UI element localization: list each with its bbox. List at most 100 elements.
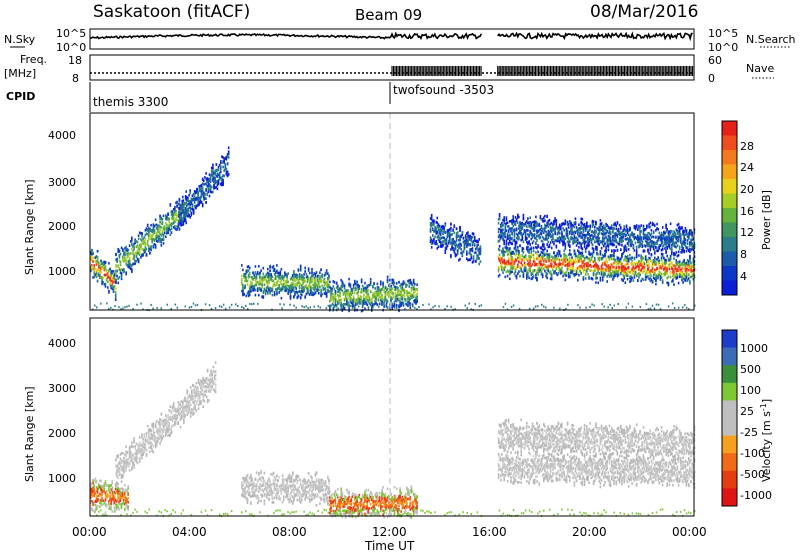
power-echo-cell (148, 231, 150, 234)
power-echo-cell (280, 289, 283, 292)
power-echo-cell (467, 258, 469, 262)
power-echo-cell (280, 287, 283, 290)
power-echo-cell (125, 248, 127, 252)
power-echo-cell (660, 258, 663, 262)
power-echo-cell (614, 271, 616, 275)
power-echo-cell (360, 287, 363, 291)
power-echo-cell (433, 221, 435, 224)
power-echo-cell (510, 230, 512, 233)
power-echo-cell (264, 274, 267, 278)
power-echo-cell (608, 269, 611, 272)
power-echo-cell (158, 224, 160, 227)
power-echo-cell (548, 265, 551, 268)
power-echo-cell (547, 259, 550, 263)
power-echo-cell (532, 275, 535, 278)
power-echo-cell (118, 254, 121, 257)
power-echo-cell (540, 250, 543, 254)
power-echo-cell (583, 268, 586, 271)
power-echo-cell (372, 294, 374, 298)
power-echo-cell (192, 192, 195, 196)
power-echo-cell (140, 232, 142, 235)
power-echo-cell (140, 242, 142, 246)
power-echo-cell (371, 299, 373, 302)
power-echo-cell (562, 270, 564, 273)
power-echo-cell (113, 280, 116, 284)
power-echo-cell (320, 275, 322, 278)
power-echo-cell (215, 169, 218, 173)
power-echo-cell (102, 262, 105, 266)
power-echo-cell (289, 291, 292, 295)
power-echo-cell (664, 273, 666, 277)
power-echo-cell (160, 244, 163, 247)
power-echo-cell (126, 256, 129, 259)
power-echo-cell (244, 279, 246, 282)
power-echo-cell (572, 266, 574, 270)
power-echo-cell (397, 291, 399, 295)
power-echo-cell (154, 218, 157, 222)
power-echo-cell (333, 281, 336, 284)
power-echo-cell (152, 229, 155, 233)
power-echo-cell (509, 239, 511, 243)
power-echo-cell (468, 243, 470, 246)
power-echo-cell (227, 156, 230, 159)
power-echo-cell (277, 271, 279, 275)
power-echo-cell (442, 226, 444, 230)
power-echo-cell (142, 237, 144, 241)
power-echo-cell (150, 245, 152, 248)
power-echo-cell (556, 232, 559, 235)
power-echo-cell (436, 242, 439, 246)
power-echo-cell (537, 266, 539, 270)
power-echo-cell (548, 271, 551, 274)
power-echo-cell (325, 292, 328, 295)
power-echo-cell (581, 262, 584, 265)
power-echo-cell (332, 292, 335, 296)
power-echo-cell (395, 304, 398, 308)
power-echo-cell (655, 257, 657, 261)
power-echo-cell (208, 179, 211, 183)
power-echo-cell (607, 269, 610, 273)
power-echo-cell (210, 169, 213, 172)
power-echo-cell (119, 252, 122, 256)
power-echo-cell (118, 249, 121, 252)
power-echo-cell (187, 211, 189, 215)
power-echo-cell (528, 223, 530, 226)
power-echo-cell (560, 269, 562, 272)
power-echo-cell (502, 267, 504, 270)
power-echo-cell (681, 271, 683, 275)
power-echo-cell (518, 256, 520, 260)
power-echo-cell (589, 259, 591, 263)
power-echo-cell (637, 264, 639, 268)
power-echo-cell (435, 220, 437, 224)
power-echo-cell (349, 298, 352, 301)
power-echo-cell (304, 296, 306, 299)
power-echo-cell (643, 268, 646, 272)
power-echo-cell (120, 277, 123, 281)
power-echo-cell (142, 239, 144, 243)
power-echo-cell (331, 292, 333, 296)
power-echo-cell (623, 267, 625, 271)
power-echo-cell (221, 161, 223, 165)
power-echo-cell (226, 162, 229, 165)
power-echo-cell (285, 287, 287, 290)
power-echo-cell (258, 283, 260, 286)
power-echo-cell (543, 252, 545, 255)
power-echo-cell (453, 250, 456, 254)
power-echo-cell (92, 276, 94, 279)
power-echo-cell (580, 260, 582, 263)
power-echo-cell (133, 257, 135, 260)
power-echo-cell (143, 239, 146, 243)
power-echo-cell (664, 262, 666, 265)
power-echo-cell (557, 230, 560, 233)
power-echo-cell (352, 283, 355, 287)
power-echo-cell (459, 229, 461, 232)
power-echo-cell (174, 207, 176, 211)
power-echo-cell (517, 256, 519, 260)
power-echo-cell (333, 287, 336, 291)
power-echo-cell (286, 283, 288, 287)
power-echo-cell (553, 270, 555, 274)
power-echo-cell (505, 246, 508, 249)
power-echo-cell (555, 267, 558, 271)
power-echo-cell (526, 271, 528, 275)
power-echo-cell (175, 210, 177, 213)
power-echo-cell (582, 268, 585, 271)
